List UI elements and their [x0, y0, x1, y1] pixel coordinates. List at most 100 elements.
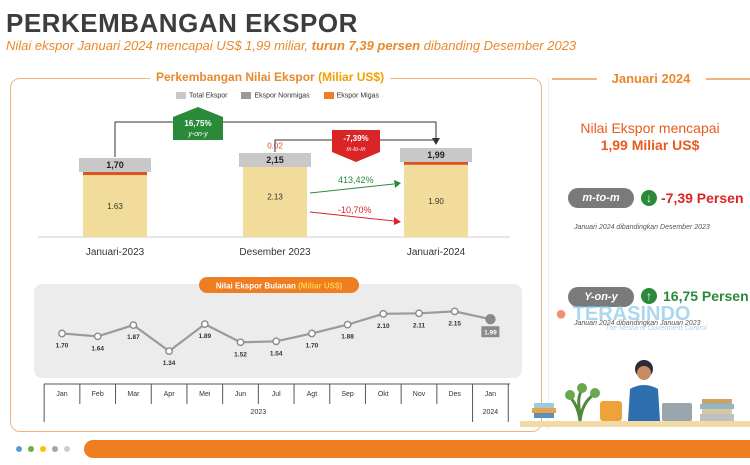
- month-tick-label: Agt: [307, 391, 318, 398]
- month-tick-label: Mei: [199, 391, 211, 398]
- watermark-logo: ● TERASINDO: [555, 303, 691, 325]
- bar-nonmigas: [404, 164, 468, 237]
- yoy-badge-value: 16,75%: [184, 119, 211, 128]
- summary-main-line2: 1,99 Miliar US$: [600, 137, 700, 153]
- line-chart-title-unit: (Miliar US$): [298, 282, 342, 291]
- monthly-value-label: 1.88: [341, 334, 354, 341]
- watermark-tagline: The Media of Goverment Control: [605, 325, 707, 332]
- footer-dot-2: [28, 446, 34, 452]
- category-label: Januari-2023: [86, 247, 145, 258]
- line-chart: Nilai Ekspor Bulanan (Miliar US$) 1.70 1.6…: [34, 277, 522, 422]
- total-box: [400, 148, 472, 162]
- subtitle-pre: Nilai ekspor Januari 2024 mencapai US$ 1…: [6, 38, 312, 53]
- month-tick-label: Des: [448, 391, 461, 398]
- month-tick-label: Mar: [127, 391, 140, 398]
- footer-dot-3: [40, 446, 46, 452]
- monthly-point: [272, 337, 281, 346]
- monthly-value-label: 1.52: [234, 351, 247, 358]
- monthly-value-label: 1.89: [198, 333, 211, 340]
- mtm-badge-value: -7,39%: [343, 134, 368, 143]
- yoy-pill: Y-on-y: [568, 287, 634, 307]
- line-chart-background: [34, 284, 522, 378]
- monthly-value-label: 2.11: [413, 322, 426, 329]
- monthly-value-label: 2.15: [448, 320, 461, 327]
- month-tick-label: Jul: [272, 391, 281, 398]
- month-tick-label: Apr: [164, 391, 176, 398]
- legend-migas-swatch: [323, 92, 334, 99]
- category-label: Januari-2024: [407, 247, 466, 258]
- month-tick-label: Jun: [235, 391, 246, 398]
- monthly-value-label: 1.70: [306, 342, 319, 349]
- yoy-note: Januari 2024 dibandingkan Januari 2023: [574, 320, 701, 327]
- summary-main-line1: Nilai Ekspor mencapai: [580, 120, 720, 136]
- migas-change-label: 413,42%: [338, 175, 374, 185]
- migas-change-arrow: [309, 183, 395, 194]
- line-chart-title-pill: [199, 277, 359, 293]
- arrow-up-icon: ↑: [641, 288, 657, 304]
- summary-head-line-left: [552, 78, 597, 80]
- nonmigas-change-arrowhead: [394, 217, 401, 225]
- legend-total-swatch: [176, 92, 186, 99]
- month-tick-label: Jan: [56, 391, 67, 398]
- footer-dot-4: [52, 446, 58, 452]
- yoy-badge: [173, 107, 223, 140]
- monthly-point: [415, 309, 423, 318]
- bar-nonmigas: [243, 156, 307, 237]
- subtitle-post: dibanding Desember 2023: [420, 38, 577, 53]
- footer-bar: [84, 440, 750, 458]
- bar-migas: [404, 161, 468, 165]
- bar-nonmigas: [83, 175, 147, 237]
- monthly-value-label: 1.87: [127, 334, 140, 341]
- subtitle-bold: turun 7,39 persen: [311, 38, 421, 53]
- monthly-value-label: 1.54: [270, 350, 283, 357]
- total-label: 2,15: [266, 155, 284, 165]
- line-chart-title-main: Nilai Ekspor Bulanan: [216, 282, 298, 291]
- line-chart-title: Nilai Ekspor Bulanan (Miliar US$): [216, 282, 343, 291]
- bar-chart: 1.630.081,70Januari-20232.130.022,15Dese…: [38, 107, 510, 258]
- month-tick-label: Jan: [485, 391, 496, 398]
- monthly-point: [343, 320, 352, 329]
- mtm-badge: [332, 130, 380, 162]
- panel-title: Perkembangan Nilai Ekspor (Miliar US$): [150, 70, 391, 84]
- monthly-point: [129, 321, 138, 330]
- bar-migas: [83, 172, 147, 176]
- yoy-value: 16,75 Persen: [663, 288, 749, 304]
- legend-nonmigas-label: Ekspor Nonmigas: [254, 92, 310, 100]
- summary-head-line-right: [706, 78, 750, 80]
- footer-dot-5: [64, 446, 70, 452]
- monthly-point: [236, 338, 245, 347]
- total-label: 1,99: [427, 150, 445, 160]
- arrow-down-icon: ↓: [641, 190, 657, 206]
- mtm-badge-label: m-to-m: [347, 147, 366, 153]
- legend-total-label: Total Ekspor: [189, 92, 228, 100]
- monthly-point: [450, 307, 459, 316]
- month-tick-label: Okt: [378, 391, 389, 398]
- monthly-point: [93, 332, 102, 341]
- monthly-value-label: 1.70: [56, 342, 69, 349]
- monthly-point: [165, 347, 174, 356]
- yoy-arrowhead: [432, 138, 440, 145]
- monthly-point: [485, 314, 496, 325]
- mtm-note: Januari 2024 dibandingkan Desember 2023: [574, 224, 710, 231]
- panel-title-unit: (Miliar US$): [318, 70, 385, 84]
- bar-nonmigas-label: 1.90: [428, 197, 444, 206]
- monthly-point: [379, 309, 388, 318]
- nonmigas-change-label: -10,70%: [338, 205, 372, 215]
- monthly-point: [307, 329, 316, 338]
- page-title: PERKEMBANGAN EKSPOR: [6, 8, 358, 38]
- legend-migas-label: Ekspor Migas: [336, 92, 379, 100]
- year-label: 2023: [251, 409, 267, 416]
- office-illustration: [520, 360, 750, 427]
- mtm-connector: [274, 139, 436, 152]
- monthly-point: [200, 320, 209, 329]
- legend-nonmigas-swatch: [241, 92, 252, 99]
- watermark-name: TERASINDO: [572, 303, 691, 325]
- summary-heading: Januari 2024: [611, 71, 691, 86]
- monthly-point: [58, 329, 66, 338]
- month-tick-label: Sep: [341, 391, 354, 398]
- monthly-value-label: 1.34: [163, 360, 176, 367]
- legend: Total Ekspor Ekspor Nonmigas Ekspor Miga…: [176, 92, 379, 99]
- migas-change-arrowhead: [394, 180, 401, 188]
- monthly-value-label: 1.99: [484, 330, 497, 337]
- summary-main-text: Nilai Ekspor mencapai 1,99 Miliar US$: [560, 120, 740, 154]
